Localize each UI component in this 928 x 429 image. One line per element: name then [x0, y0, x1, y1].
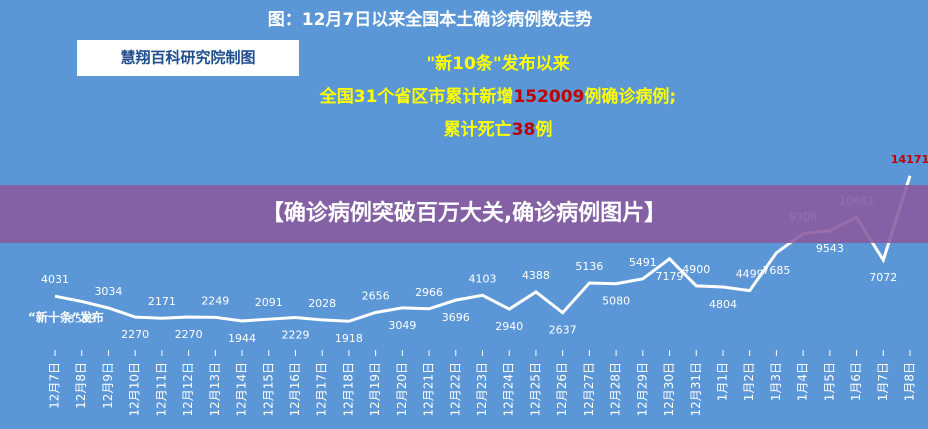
data-label: 1944 [228, 332, 256, 345]
data-label: 5491 [629, 256, 657, 269]
data-label: 5136 [575, 260, 603, 273]
x-tick-label: 12月22日 [448, 362, 462, 417]
data-label: 5080 [602, 295, 630, 308]
data-label: 3034 [94, 285, 122, 298]
data-label: 4499 [736, 268, 764, 281]
x-tick-label: 1月3日 [769, 362, 783, 401]
x-tick-label: 12月16日 [288, 362, 302, 417]
data-label: 2229 [281, 329, 309, 342]
x-tick-label: 1月4日 [796, 362, 810, 401]
data-label: 3696 [442, 311, 470, 324]
data-label: 2940 [495, 320, 523, 333]
note-text: 全国31个省区市累计新增 [319, 86, 514, 107]
note-line: 全国31个省区市累计新增152009例确诊病例; [319, 86, 676, 107]
x-tick-label: 12月25日 [528, 362, 542, 417]
note-text: 例确诊病例; [584, 86, 676, 107]
x-tick-label: 12月15日 [261, 362, 275, 417]
x-tick-label: 12月23日 [475, 362, 489, 417]
x-tick-label: 12月19日 [368, 362, 382, 417]
data-label: 4804 [709, 298, 737, 311]
note-text: 累计死亡 [444, 119, 512, 140]
data-label: 4031 [41, 273, 69, 286]
note-number: 152009 [513, 87, 584, 107]
source-box [77, 40, 299, 76]
line [54, 175, 912, 323]
x-tick-label: 12月13日 [208, 362, 222, 417]
x-tick-label: 12月10日 [128, 362, 142, 417]
banner [0, 185, 928, 243]
data-label: 4900 [682, 263, 710, 276]
data-label: 2028 [308, 297, 336, 310]
x-tick-label: 12月12日 [181, 362, 195, 417]
x-tick-label: 1月8日 [903, 362, 917, 401]
data-label: 7685 [762, 264, 790, 277]
source: 慧翔百科研究院制图 [120, 49, 255, 67]
data-label: 2637 [549, 324, 577, 337]
data-label: 2270 [175, 328, 203, 341]
x-tick-label: 12月20日 [395, 362, 409, 417]
data-label: 2249 [201, 294, 229, 307]
data-label: 4103 [469, 272, 497, 285]
x-tick-label: 12月17日 [315, 362, 329, 417]
x-tick-label: 1月7日 [876, 362, 890, 401]
x-tick-label: 12月31日 [689, 362, 703, 417]
banner-text: 【确诊病例突破百万大关,确诊病例图片】 [262, 200, 666, 226]
data-label: 1918 [335, 332, 363, 345]
plot: 12月7日 12月8日 12月9日 12月10日 12月11日 12月12日 12月13日 1… [41, 153, 928, 417]
x-tick-label: 12月14日 [235, 362, 249, 417]
x-tick-label: 12月11日 [154, 362, 168, 417]
x-tick-label: 1月2日 [742, 362, 756, 401]
data-label: 9543 [816, 242, 844, 255]
note-number: 38 [512, 120, 536, 140]
x-tick-label: 12月24日 [502, 362, 516, 417]
data-label: 2270 [121, 328, 149, 341]
x-tick-label: 12月30日 [662, 362, 676, 417]
data-label: 3049 [388, 319, 416, 332]
x-tick-label: 12月26日 [555, 362, 569, 417]
x-tick-label: 12月29日 [635, 362, 649, 417]
x-tick-label: 1月5日 [822, 362, 836, 401]
chart-title: 图：12月7日以来全国本土确诊病例数走势 [268, 9, 593, 30]
note-text: 例 [535, 119, 552, 140]
x-tick-label: 12月28日 [609, 362, 623, 417]
x-tick-label: 12月21日 [422, 362, 436, 417]
marker-label: “新十条”发布 [28, 310, 104, 325]
x-tick-label: 12月9日 [101, 362, 115, 409]
data-label: 2656 [362, 289, 390, 302]
x-tick-label: 12月18日 [341, 362, 355, 417]
note-line: "新10条"发布以来 [426, 53, 570, 74]
data-label: 4388 [522, 269, 550, 282]
data-label: 14171 [891, 153, 928, 166]
x-tick-label: 1月1日 [715, 362, 729, 401]
x-tick-label: 12月7日 [48, 362, 62, 409]
data-label: 7179 [656, 270, 684, 283]
data-label: 2171 [148, 295, 176, 308]
data-label: 7072 [869, 271, 897, 284]
data-label: 2091 [255, 296, 283, 309]
note-line: 累计死亡38例 [444, 119, 553, 140]
x-tick-label: 12月8日 [74, 362, 88, 409]
x-tick-label: 1月6日 [849, 362, 863, 401]
x-tick-label: 12月27日 [582, 362, 596, 417]
data-label: 3588 [68, 312, 96, 325]
data-label: 2966 [415, 286, 443, 299]
